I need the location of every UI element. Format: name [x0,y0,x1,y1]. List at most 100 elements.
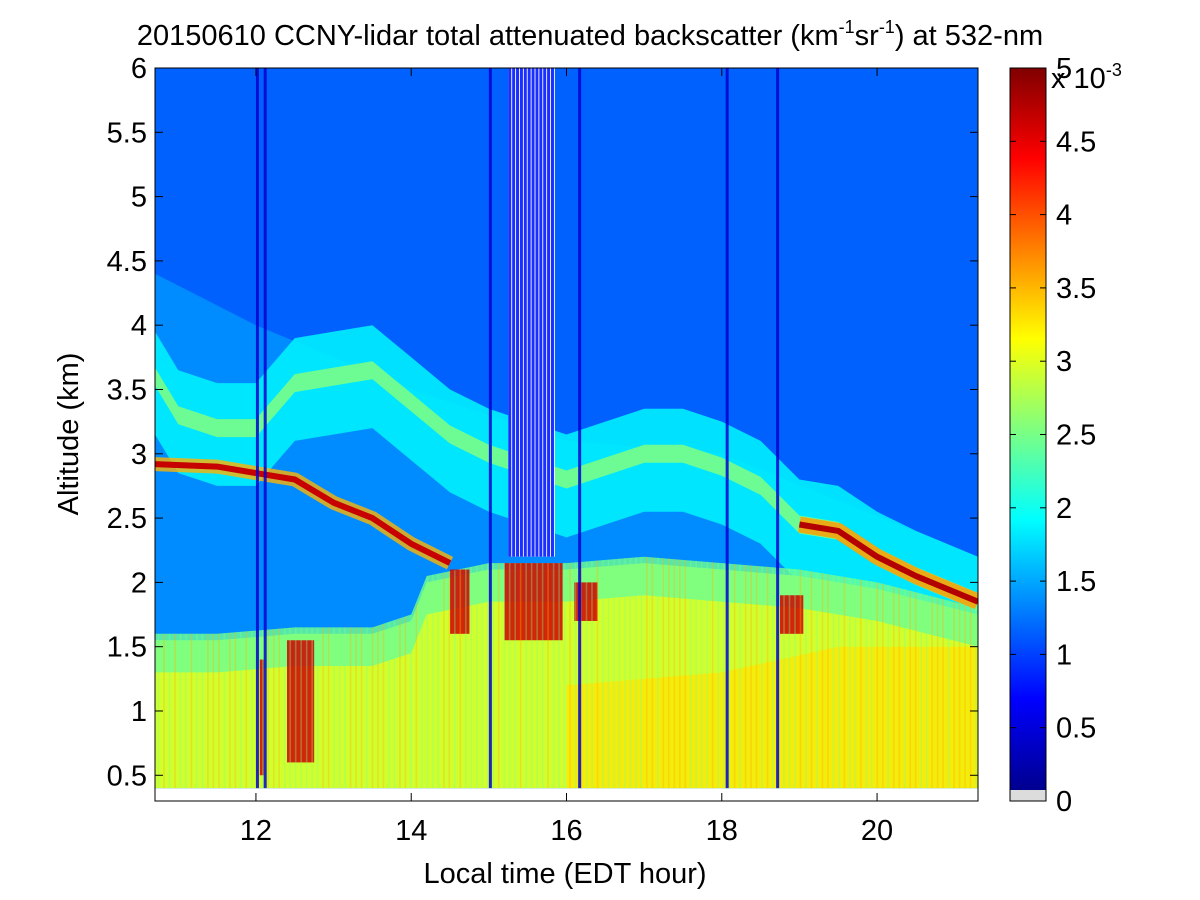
signal-streak [212,633,215,789]
signal-streak [283,628,286,789]
signal-streak [333,627,335,789]
signal-streak [788,568,791,789]
signal-streak [607,559,610,789]
signal-streak [316,627,319,789]
signal-streak [640,556,643,789]
aerosol-plume [450,569,470,634]
signal-streak [377,625,379,789]
backscatter-heatmap [155,68,978,801]
signal-streak [300,627,302,789]
colorbar-multiplier: x 10-3 [1051,60,1122,95]
signal-dropout-line [578,68,582,789]
x-tick-label: 12 [240,815,272,847]
colorbar-tick-label: 1.5 [1056,566,1096,598]
signal-streak [810,571,813,789]
missing-data-stripe [519,68,523,557]
signal-streak [234,632,237,789]
signal-streak [218,633,220,789]
signal-streak [711,562,714,789]
signal-streak [569,562,571,789]
signal-streak [168,633,171,789]
signal-streak [190,633,193,789]
signal-streak [272,629,275,789]
colorbar-tick-label: 2 [1056,493,1072,525]
chart-title-sup2: -1 [879,17,895,37]
upper-aerosol-core [155,361,978,611]
signal-streak [755,565,758,789]
colorbar-tick-label: 4 [1056,200,1072,232]
signal-streak [278,628,281,789]
signal-streak [936,597,939,789]
signal-streak [783,568,785,789]
signal-streak [799,569,802,789]
signal-streak [772,567,774,789]
signal-streak [739,564,741,789]
signal-streak [261,630,264,789]
signal-streak [700,561,703,789]
y-tick-label: 5.5 [107,117,147,149]
signal-streak [415,603,418,789]
colorbar-tick-label: 0.5 [1056,713,1096,745]
signal-streak [953,601,955,789]
signal-streak [975,607,977,789]
signal-streak [382,623,385,789]
signal-streak [843,576,846,789]
colorbar-tick-label: 3 [1056,346,1072,378]
signal-streak [322,627,324,789]
missing-data-stripe [547,68,551,557]
signal-streak [388,622,390,789]
chart-title-sup1: -1 [839,17,855,37]
signal-streak [229,632,231,789]
missing-data-stripe [508,68,512,557]
signal-streak [646,556,648,789]
signal-streak [744,565,747,789]
colorbar-tick-label: 2.5 [1056,420,1096,452]
signal-streak [443,572,445,789]
signal-streak [585,561,588,789]
colorbar-multiplier-base: x 10 [1051,63,1106,95]
signal-streak [827,574,829,789]
signal-streak [338,627,341,789]
y-tick-label: 2.5 [107,503,147,535]
signal-streak [223,633,226,789]
signal-streak [185,633,187,789]
y-tick-label: 5 [131,182,147,214]
signal-streak [794,569,796,789]
chart-title-prefix: 20150610 CCNY-lidar total attenuated bac… [137,20,839,52]
signal-dropout-line [255,68,259,789]
signal-streak [668,558,670,789]
signal-streak [530,563,533,789]
colorbar-gradient [1010,68,1046,790]
y-tick-label: 1 [131,696,147,728]
signal-streak [519,563,522,789]
signal-streak [289,627,292,789]
lower-aerosol-core [155,461,452,566]
signal-streak [887,585,890,789]
colorbar-tick-label: 5 [1056,53,1072,85]
signal-streak [464,568,467,789]
signal-streak [629,557,632,789]
signal-streak [849,577,851,789]
x-tick-label: 14 [395,815,427,847]
signal-streak [245,631,248,789]
signal-streak [816,572,818,789]
colorbar-tick-label: 1 [1056,639,1072,671]
missing-data-stripe [543,68,547,557]
elevated-plume-core [798,521,978,605]
signal-streak [305,627,308,789]
signal-streak [497,563,500,789]
signal-streak [947,600,950,789]
signal-streak [393,620,396,789]
boundary-layer-lower-band [566,646,978,789]
signal-streak [574,562,577,789]
y-tick-label: 4 [131,310,147,342]
signal-streak [179,633,182,789]
signal-streak [536,563,538,789]
chart-title-mid: sr [855,20,880,52]
signal-streak [355,627,357,789]
y-tick-label: 1.5 [107,632,147,664]
signal-streak [881,583,884,789]
signal-streak [892,586,895,789]
signal-streak [470,566,473,789]
signal-streak [689,560,692,789]
